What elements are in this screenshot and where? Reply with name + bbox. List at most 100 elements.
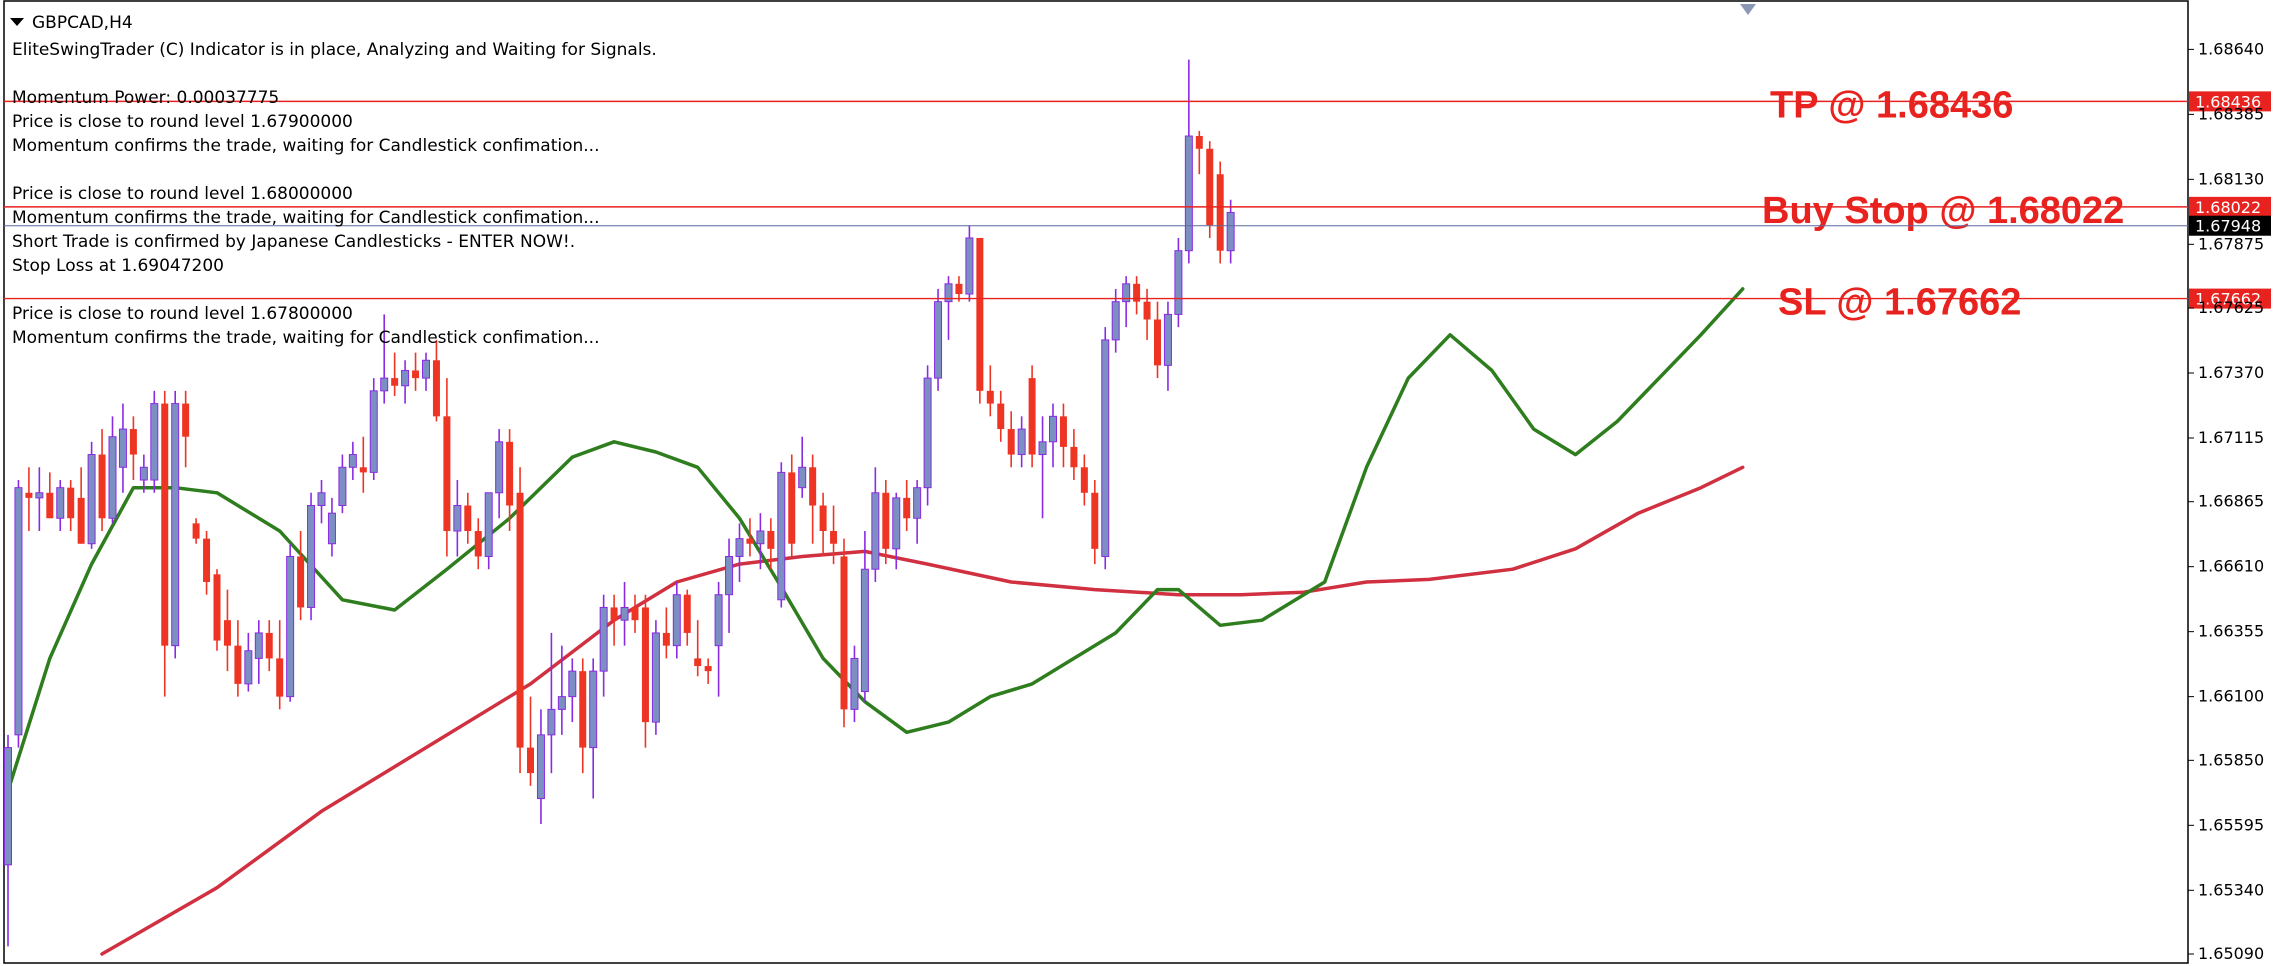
axis-tick-label: 1.67875 — [2198, 234, 2264, 253]
info-line: EliteSwingTrader (C) Indicator is in pla… — [12, 40, 657, 60]
candle-body-bull — [1049, 415, 1057, 443]
candle-body-bull — [1184, 135, 1193, 252]
axis-tick-label: 1.68640 — [2198, 39, 2264, 58]
candle-body-bear — [683, 594, 691, 633]
candle-body-bull — [87, 454, 96, 545]
candle-body-bull — [338, 466, 347, 507]
info-line: Momentum Power: 0.00037775 — [12, 88, 279, 108]
candles-layer — [4, 59, 1235, 947]
axis-tick-label: 1.67625 — [2198, 298, 2264, 317]
candle-body-bear — [1133, 283, 1141, 302]
candle-body-bull — [756, 530, 765, 545]
candle-body-bear — [359, 467, 367, 473]
info-line: Momentum confirms the trade, waiting for… — [12, 208, 599, 228]
candle-body-bear — [1206, 148, 1214, 226]
candle-body-bull — [484, 492, 493, 557]
candle-body-bull — [672, 594, 681, 647]
candle-body-bear — [67, 487, 75, 519]
candle-body-bull — [401, 369, 410, 387]
chart-shift-marker-icon[interactable] — [1740, 4, 1756, 15]
candle-body-bear — [1091, 492, 1099, 549]
axis-tick-label: 1.65850 — [2198, 750, 2264, 769]
candle-body-bull — [547, 708, 556, 736]
candle-body-bear — [203, 538, 211, 582]
candle-body-bull — [557, 696, 566, 710]
candle-body-bear — [276, 658, 284, 697]
candle-body-bull — [244, 650, 253, 685]
level-price-tag — [2189, 196, 2271, 217]
candle-body-bear — [1028, 378, 1036, 455]
candle-body-bear — [840, 556, 848, 710]
candle-body-bear — [903, 497, 911, 519]
candle-body-bull — [369, 390, 378, 473]
candle-body-bear — [223, 620, 231, 646]
candle-body-bear — [443, 416, 451, 531]
axis-tick-label: 1.68130 — [2198, 169, 2264, 188]
candle-body-bear — [46, 492, 54, 519]
candle-body-bear — [1070, 446, 1078, 468]
candle-body-bear — [1216, 174, 1224, 251]
candle-body-bull — [380, 377, 389, 392]
candle-body-bull — [589, 670, 598, 749]
candle-body-bull — [1226, 211, 1235, 252]
plot-frame — [3, 0, 2189, 964]
candle-body-bull — [944, 283, 953, 303]
candle-body-bear — [1143, 301, 1151, 320]
candle-body-bull — [4, 747, 12, 866]
info-line: Momentum confirms the trade, waiting for… — [12, 136, 599, 156]
candle-body-bear — [474, 530, 482, 557]
candle-body-bull — [1017, 428, 1026, 456]
candle-body-bull — [1163, 313, 1172, 366]
candle-body-bear — [516, 492, 524, 748]
candle-body-bear — [788, 472, 796, 544]
candle-body-bear — [527, 747, 534, 774]
candle-body-bull — [798, 466, 807, 489]
axis-tick-label: 1.67115 — [2198, 428, 2264, 447]
candle-body-bull — [1111, 301, 1120, 341]
info-line: Price is close to round level 1.68000000 — [12, 184, 353, 204]
level-price-tag — [2189, 288, 2271, 309]
symbol-title: GBPCAD,H4 — [32, 13, 133, 33]
axis-tick-label: 1.66355 — [2198, 622, 2264, 641]
candle-body-bear — [579, 671, 587, 748]
candle-body-bull — [317, 492, 326, 507]
candle-body-bull — [850, 657, 859, 710]
axis-tick-label: 1.65090 — [2198, 944, 2264, 963]
candle-body-bear — [809, 467, 817, 506]
candle-body-bull — [1038, 441, 1047, 456]
candle-body-bear — [98, 454, 106, 519]
axis-tick-label: 1.65340 — [2198, 880, 2264, 899]
candle-body-bear — [631, 607, 639, 621]
axis-tick-label: 1.65595 — [2198, 815, 2264, 834]
candle-body-bear — [192, 523, 200, 539]
candle-body-bear — [662, 632, 670, 646]
collapse-triangle-icon[interactable] — [10, 18, 24, 26]
candle-body-bull — [923, 377, 932, 489]
candle-body-bear — [25, 492, 33, 498]
candle-body-bear — [464, 505, 472, 531]
slow-ma-line — [100, 465, 1745, 956]
candle-body-bear — [694, 658, 702, 667]
candle-body-bear — [1195, 136, 1203, 149]
level-price-tag-label: 1.68022 — [2195, 198, 2261, 217]
candle-body-bull — [725, 555, 734, 596]
candle-body-bear — [412, 370, 420, 379]
candle-body-bear — [819, 505, 827, 531]
candle-body-bear — [882, 492, 890, 549]
candle-body-bear — [234, 645, 242, 684]
candle-body-bull — [913, 487, 922, 519]
candle-body-bull — [108, 436, 117, 519]
candle-body-bull — [14, 487, 23, 736]
current-price-tag — [2189, 215, 2271, 236]
candle-body-bull — [1174, 250, 1183, 315]
level-annotation: TP @ 1.68436 — [1770, 84, 2013, 126]
candle-body-bull — [892, 497, 901, 550]
candle-body-bull — [307, 505, 316, 608]
candle-body-bear — [997, 403, 1005, 430]
level-price-tag-label: 1.68436 — [2195, 92, 2261, 111]
candle-body-bear — [77, 497, 85, 544]
candle-body-bear — [1080, 467, 1088, 493]
level-price-tag — [2189, 91, 2271, 112]
candle-body-bear — [704, 666, 712, 672]
